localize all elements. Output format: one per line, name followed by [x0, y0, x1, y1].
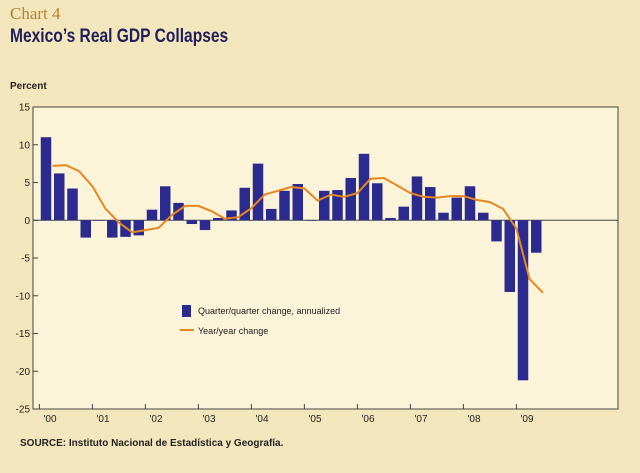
bar — [292, 184, 303, 221]
plot-area — [32, 106, 619, 410]
bar — [319, 190, 330, 221]
bar — [226, 210, 237, 221]
bar — [385, 217, 396, 221]
x-tick-label: '05 — [308, 414, 321, 425]
chart-title: Mexico’s Real GDP Collapses — [10, 26, 229, 47]
bar — [54, 173, 65, 221]
legend-label-bar: Quarter/quarter change, annualized — [198, 306, 340, 316]
y-tick-label: 10 — [19, 140, 31, 151]
x-tick-label: '00 — [43, 414, 56, 425]
bar — [93, 220, 105, 221]
bar — [80, 220, 91, 238]
bar — [478, 212, 489, 221]
bar — [411, 176, 423, 221]
y-tick-label: -20 — [16, 367, 31, 378]
bar — [213, 217, 224, 221]
bar — [305, 220, 317, 221]
bar — [438, 212, 449, 221]
bar — [199, 220, 211, 231]
x-tick-label: '03 — [202, 414, 215, 425]
legend-label-line: Year/year change — [198, 326, 268, 336]
y-tick-label: 5 — [24, 178, 30, 189]
x-tick-label: '02 — [149, 414, 162, 425]
bar — [279, 190, 290, 221]
bar — [531, 220, 542, 253]
y-tick-label: 0 — [24, 216, 30, 227]
bar — [160, 186, 171, 221]
x-tick-label: '01 — [96, 414, 109, 425]
y-tick-label: -15 — [16, 329, 31, 340]
year-year-line — [52, 164, 544, 294]
y-tick-label: -25 — [16, 405, 31, 416]
bar — [425, 187, 436, 221]
bar — [186, 220, 197, 225]
bar — [504, 220, 515, 292]
bar — [107, 220, 118, 238]
chart-number: Chart 4 — [10, 4, 61, 23]
x-tick-label: '08 — [467, 414, 480, 425]
bar — [133, 220, 144, 236]
y-tick-label: -5 — [21, 254, 30, 265]
x-tick-label: '06 — [361, 414, 374, 425]
legend-swatch-bar — [182, 305, 191, 317]
bar — [451, 197, 462, 221]
x-tick-label: '09 — [520, 414, 533, 425]
y-tick-label: 15 — [19, 103, 31, 114]
bar — [332, 190, 343, 221]
source-note: SOURCE: Instituto Nacional de Estadístic… — [20, 438, 284, 449]
bar — [491, 220, 502, 242]
legend: Quarter/quarter change, annualized Year/… — [180, 305, 340, 336]
y-tick-label: -10 — [16, 291, 31, 302]
bar — [239, 187, 250, 221]
bar — [252, 163, 264, 221]
bar — [398, 206, 409, 221]
bar — [146, 209, 158, 221]
y-axis-label: Percent — [10, 81, 47, 92]
x-tick-label: '07 — [414, 414, 427, 425]
bar — [517, 220, 529, 381]
bar — [345, 177, 356, 221]
bar — [464, 186, 476, 221]
bar — [67, 188, 78, 221]
x-tick-label: '04 — [255, 414, 268, 425]
bar — [266, 208, 277, 221]
bar — [40, 137, 52, 221]
bar — [372, 183, 383, 221]
